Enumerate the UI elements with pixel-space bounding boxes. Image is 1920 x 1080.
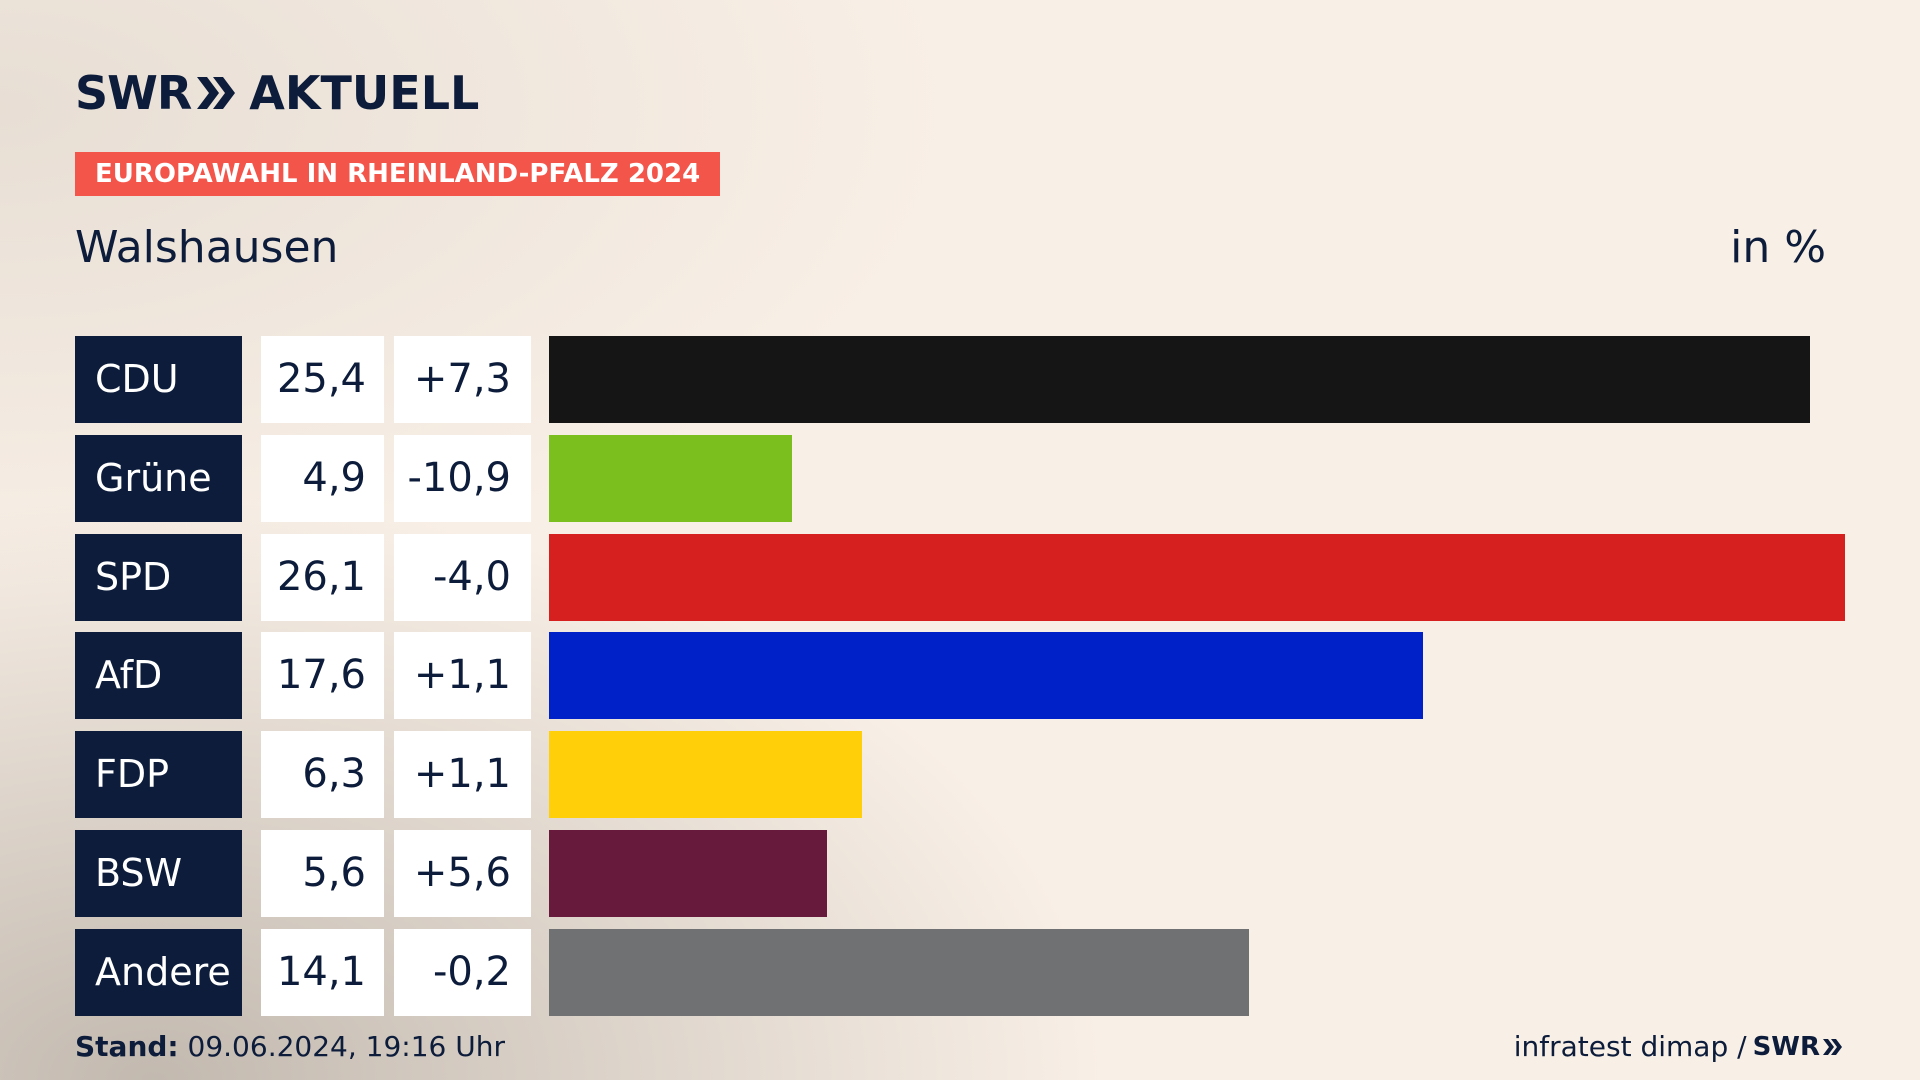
change-value: -0,2 (394, 928, 531, 1016)
source-text: infratest dimap / (1513, 1030, 1747, 1063)
logo-swr-text: SWR (75, 66, 192, 120)
result-bar (549, 632, 1423, 720)
stand-label: Stand: (75, 1030, 179, 1063)
result-row: AfD 17,6 +1,1 (75, 632, 1845, 720)
timestamp: Stand: 09.06.2024, 19:16 Uhr (75, 1030, 505, 1064)
party-label: Andere (75, 928, 242, 1016)
party-label: CDU (75, 336, 242, 423)
change-value: +7,3 (394, 336, 531, 423)
vote-share-value: 26,1 (261, 533, 384, 621)
vote-share-value: 14,1 (261, 928, 384, 1016)
double-chevron-small-icon (1823, 1039, 1842, 1055)
party-label: BSW (75, 830, 242, 917)
vote-share-value: 5,6 (261, 830, 384, 917)
change-value: +1,1 (394, 632, 531, 720)
change-value: -4,0 (394, 533, 531, 621)
vote-share-value: 25,4 (261, 336, 384, 423)
result-bar (549, 731, 862, 819)
result-row: CDU 25,4 +7,3 (75, 336, 1845, 423)
change-value: -10,9 (394, 434, 531, 522)
result-row: Grüne 4,9 -10,9 (75, 434, 1845, 522)
vote-share-value: 6,3 (261, 731, 384, 819)
swr-mini-logo: SWR (1753, 1030, 1844, 1064)
result-row: SPD 26,1 -4,0 (75, 533, 1845, 621)
result-bar (549, 434, 793, 522)
chart-title: Walshausen (75, 222, 339, 273)
logo-aktuell-text: AKTUELL (249, 66, 480, 120)
change-value: +5,6 (394, 830, 531, 917)
election-tag: EUROPAWAHL IN RHEINLAND-PFALZ 2024 (75, 152, 721, 196)
source-credit: infratest dimap / SWR (1514, 1030, 1844, 1064)
result-bar (549, 928, 1250, 1016)
double-chevron-icon (197, 77, 236, 109)
result-bar (549, 533, 1845, 621)
swr-aktuell-logo: SWR AKTUELL (75, 68, 479, 118)
vote-share-value: 17,6 (261, 632, 384, 720)
party-label: AfD (75, 632, 242, 720)
stand-value: 09.06.2024, 19:16 Uhr (187, 1030, 505, 1063)
result-bar (549, 830, 828, 917)
party-label: FDP (75, 731, 242, 819)
swr-mini-logo-text: SWR (1752, 1032, 1820, 1062)
result-bar (549, 336, 1811, 423)
result-row: FDP 6,3 +1,1 (75, 731, 1845, 819)
party-label: SPD (75, 533, 242, 621)
change-value: +1,1 (394, 731, 531, 819)
unit-label: in % (1730, 222, 1826, 273)
result-row: BSW 5,6 +5,6 (75, 830, 1845, 917)
party-label: Grüne (75, 434, 242, 522)
vote-share-value: 4,9 (261, 434, 384, 522)
result-row: Andere 14,1 -0,2 (75, 928, 1845, 1016)
